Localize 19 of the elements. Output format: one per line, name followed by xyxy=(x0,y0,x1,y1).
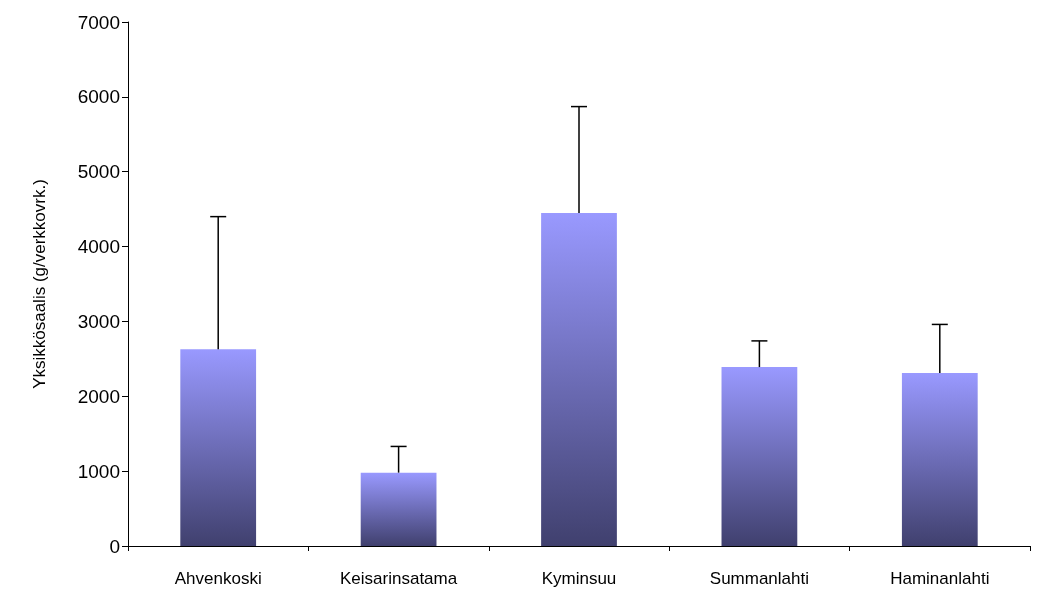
y-tick-label: 2000 xyxy=(77,385,120,407)
x-tick-label: Kyminsuu xyxy=(541,569,617,588)
bar xyxy=(360,472,437,546)
x-tick-label: Keisarinsatama xyxy=(340,569,458,588)
y-tick-label: 6000 xyxy=(77,86,120,108)
bar xyxy=(901,373,978,546)
y-axis-title: Yksikkösaalis (g/verkkovrk.) xyxy=(30,179,49,389)
y-tick-label: 4000 xyxy=(77,236,120,258)
bar xyxy=(541,212,617,546)
y-tick-label: 5000 xyxy=(77,161,120,183)
y-tick-label: 0 xyxy=(109,535,120,557)
y-tick-label: 1000 xyxy=(77,460,120,482)
bar xyxy=(180,349,257,546)
y-tick-label: 7000 xyxy=(77,11,120,33)
x-tick-label: Ahvenkoski xyxy=(174,569,262,588)
bar xyxy=(721,367,798,546)
x-tick-label: Summanlahti xyxy=(709,569,810,588)
x-tick-label: Haminanlahti xyxy=(890,569,990,588)
y-tick-label: 3000 xyxy=(77,310,120,332)
